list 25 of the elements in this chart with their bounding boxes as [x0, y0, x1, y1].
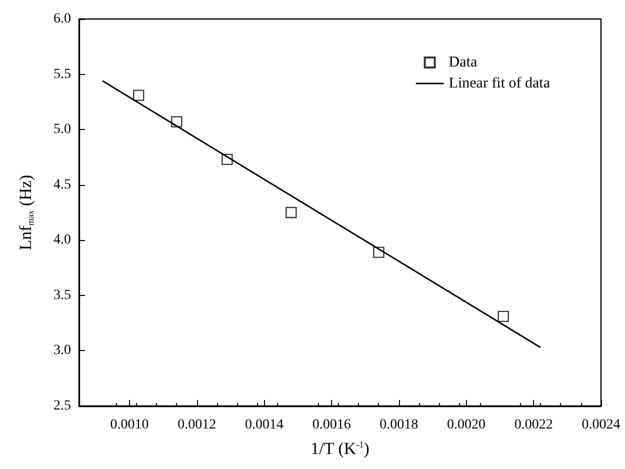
point: [498, 310, 509, 322]
y-tick-label: 4.5: [54, 177, 71, 192]
x-tick-label: 0.0014: [244, 418, 284, 432]
point: [373, 246, 384, 258]
y-tick-label: 4.0: [54, 232, 71, 248]
legend-label: Data: [448, 54, 478, 70]
y-tick-label: 3.5: [54, 288, 71, 303]
x-tick-label: 0.0022: [514, 418, 553, 432]
y-axis-title: Lnfmax (Hz): [16, 174, 36, 250]
point: [222, 154, 233, 166]
y-tick-label: 6.0: [54, 12, 71, 26]
legend-label: Linear fit of data: [448, 76, 550, 92]
point: [171, 116, 182, 128]
point: [133, 90, 144, 101]
x-tick-label: 0.0024: [582, 418, 620, 432]
y-tick-label: 5.5: [54, 66, 71, 82]
point: [286, 206, 297, 218]
x-tick-label: 0.0012: [178, 418, 216, 432]
x-tick-label: 0.0016: [312, 418, 351, 432]
y-tick-label: 3.0: [54, 343, 71, 358]
y-tick-label: 2.5: [54, 398, 71, 414]
x-tick-label: 0.0018: [380, 418, 418, 432]
x-tick-label: 0.0020: [447, 418, 486, 432]
x-tick-label: 0.0010: [110, 418, 149, 432]
y-tick-label: 5.0: [54, 122, 71, 138]
